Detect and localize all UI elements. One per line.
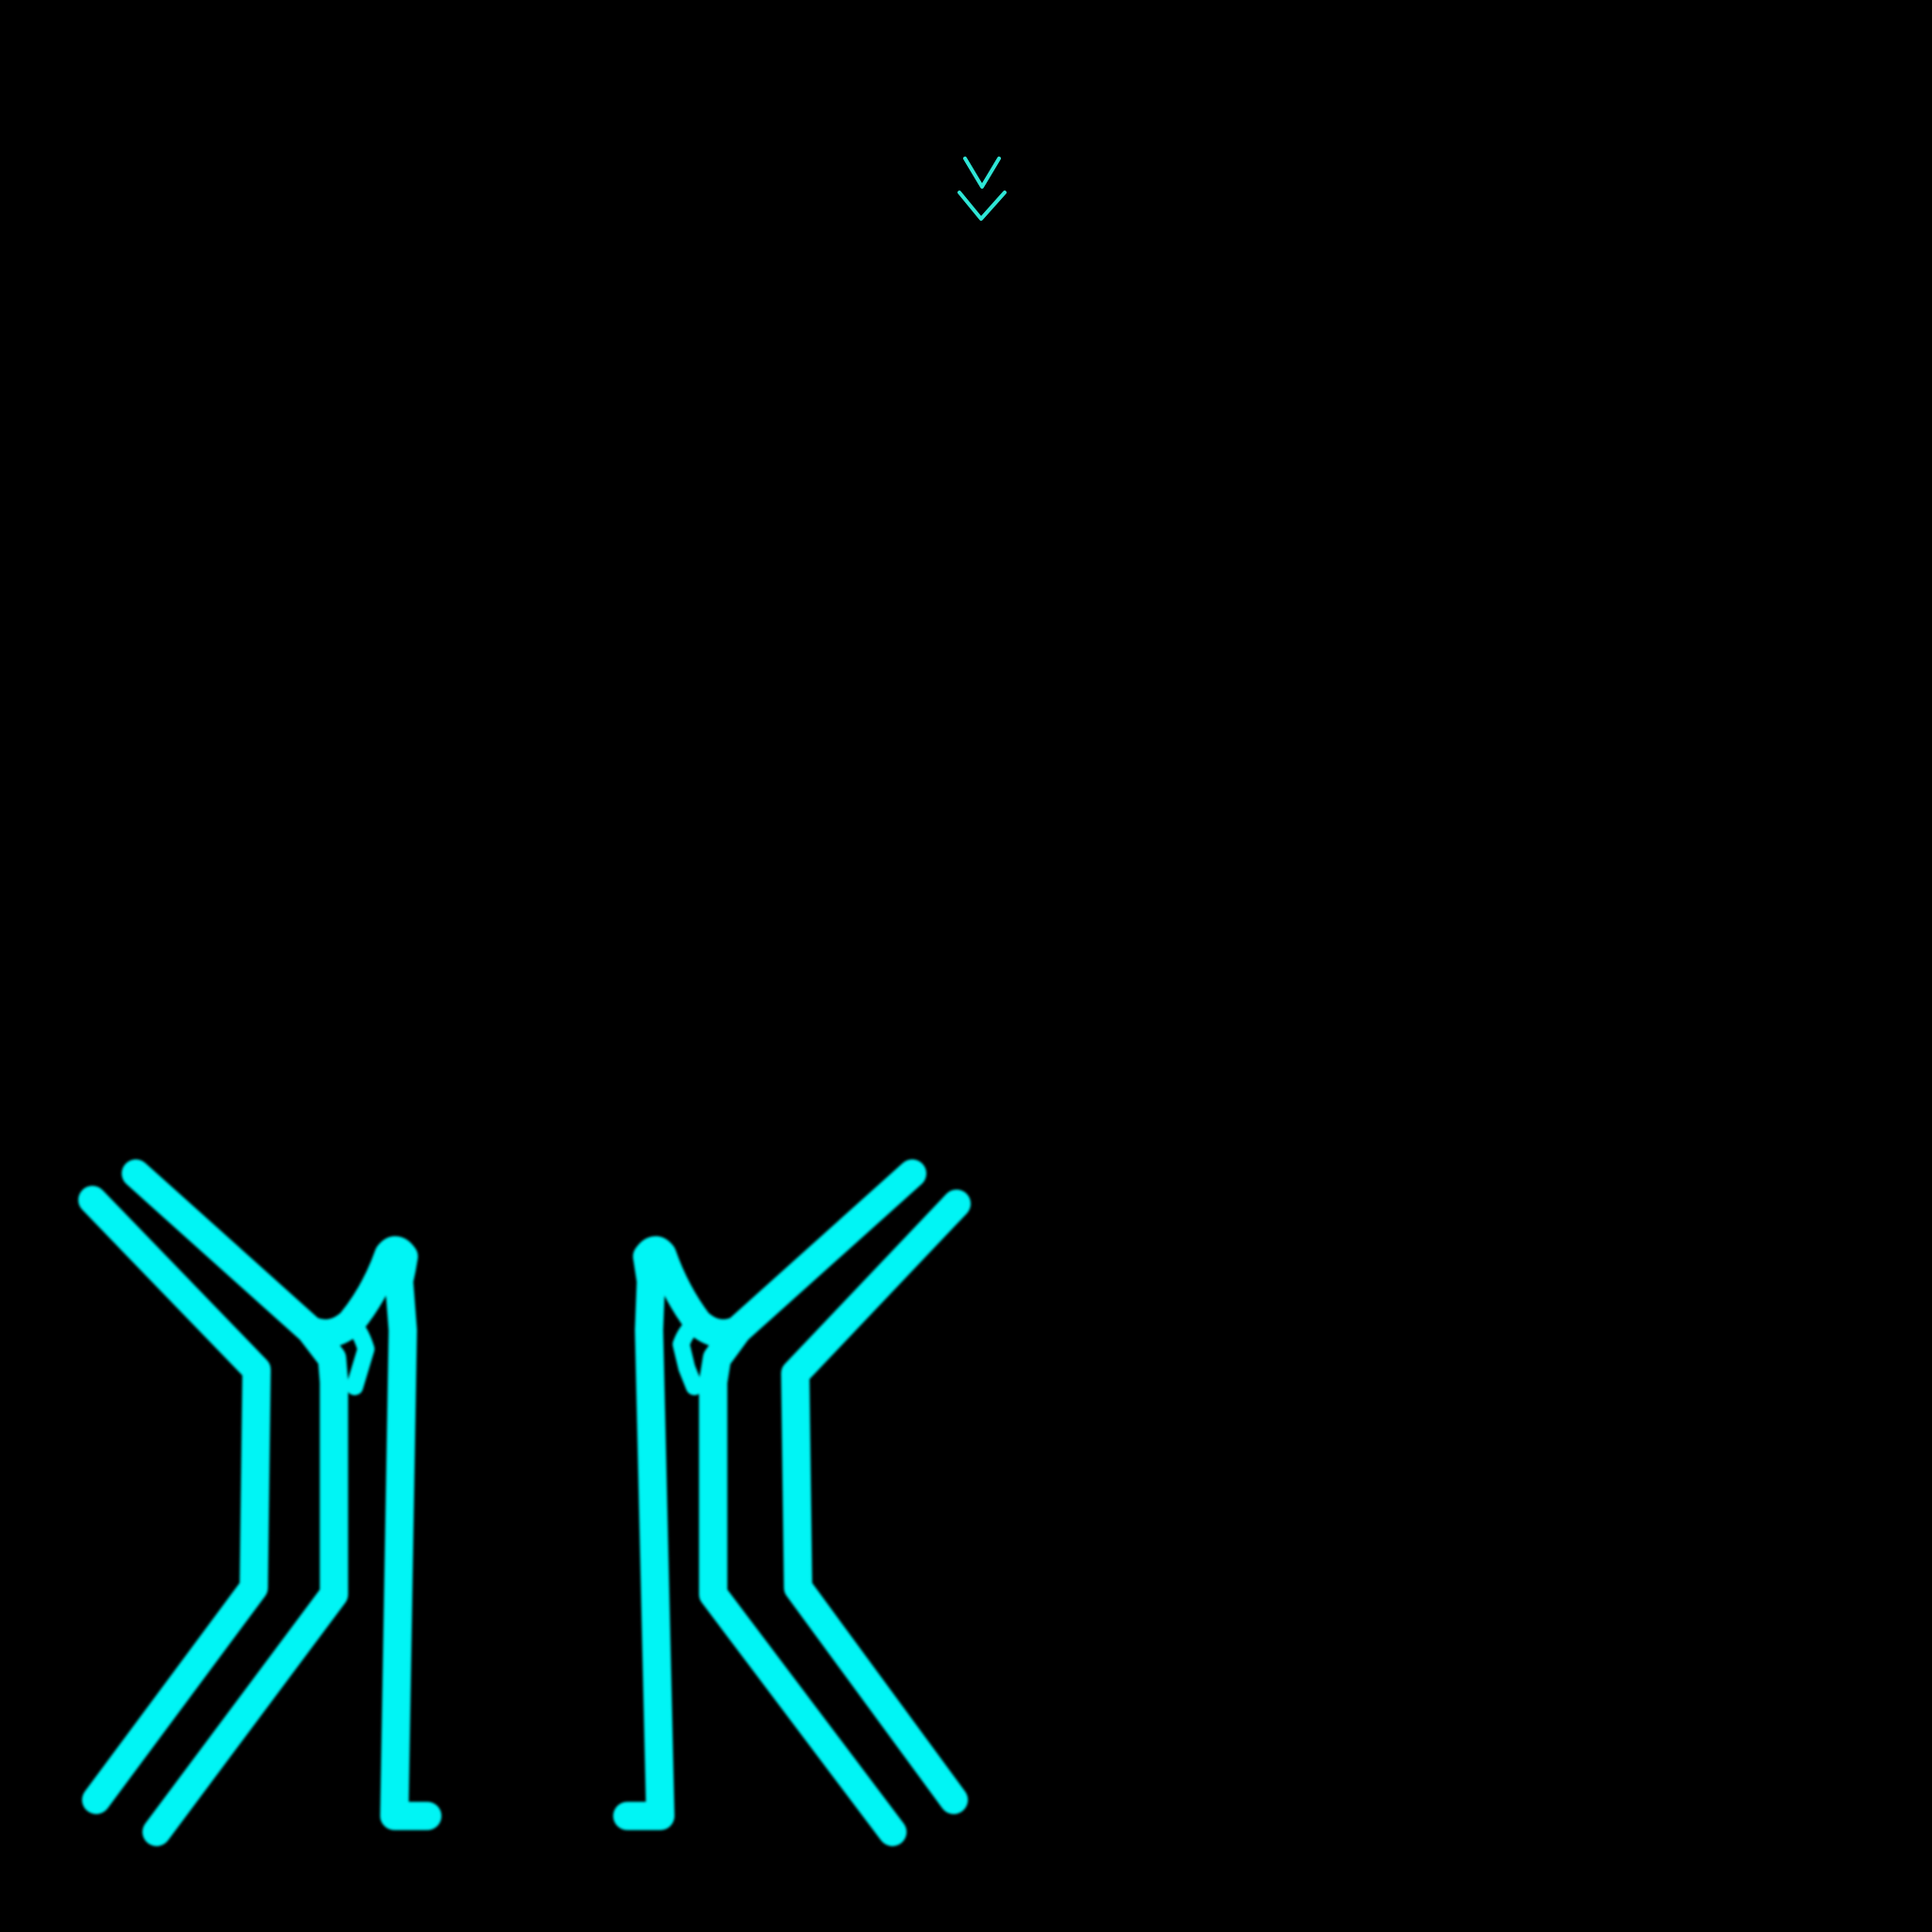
glyph-left-outer-stroke bbox=[78, 1186, 271, 1814]
glyph-right-inner-stroke bbox=[699, 1159, 926, 1846]
chevron-lower bbox=[958, 191, 1007, 221]
glyph-left-fork-inner bbox=[342, 1314, 375, 1395]
chevron-upper bbox=[963, 157, 1001, 189]
glyph-right-outer-stroke bbox=[781, 1190, 971, 1814]
glyph-right-fork-inner bbox=[673, 1314, 707, 1395]
glyph-left-fork-stroke bbox=[296, 1236, 441, 1830]
glyph-right-fork-stroke bbox=[613, 1236, 752, 1830]
glyph-left-inner-stroke bbox=[122, 1159, 348, 1846]
